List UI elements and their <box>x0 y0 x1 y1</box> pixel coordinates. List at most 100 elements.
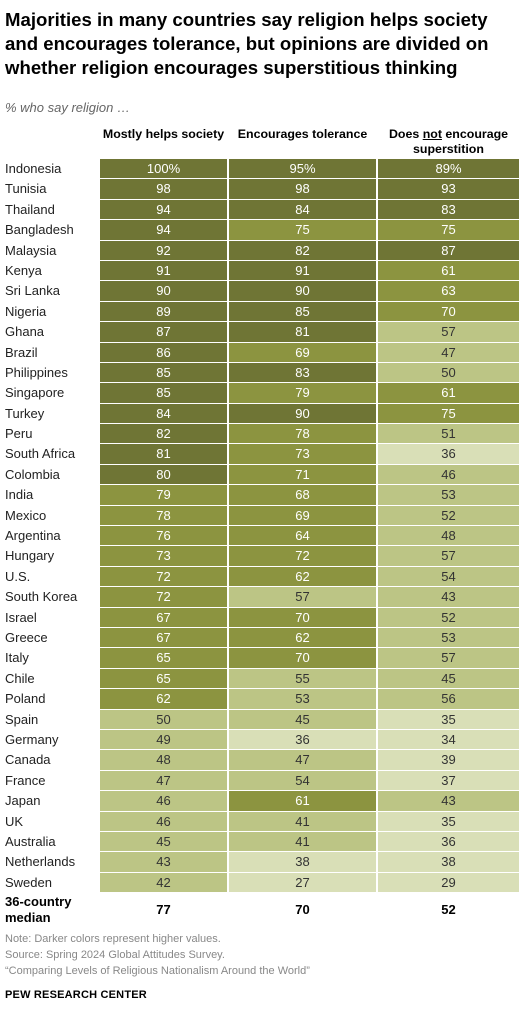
value-cell-helps-society: 47 <box>100 770 227 791</box>
value-cell-helps-society: 50 <box>100 709 227 729</box>
value-cell-helps-society: 67 <box>100 627 227 648</box>
value-cell-superstition: 75 <box>378 403 519 424</box>
value-cell-superstition: 48 <box>378 526 519 546</box>
value-cell-superstition: 52 <box>378 607 519 627</box>
value-cell-helps-society: 73 <box>100 546 227 566</box>
value-cell-superstition: 93 <box>378 179 519 199</box>
table-row: Italy 65 70 57 <box>0 648 526 668</box>
table-row: Sri Lanka 90 90 63 <box>0 281 526 301</box>
table-row: Kenya 91 91 61 <box>0 260 526 281</box>
value-cell-superstition: 61 <box>378 260 519 281</box>
value-cell-superstition: 57 <box>378 648 519 668</box>
value-cell-tolerance: 41 <box>229 811 376 831</box>
source-text: Source: Spring 2024 Global Attitudes Sur… <box>5 949 225 961</box>
value-cell-superstition: 57 <box>378 322 519 342</box>
value-cell-tolerance: 90 <box>229 281 376 301</box>
note-text: Note: Darker colors represent higher val… <box>5 933 221 945</box>
table-row: UK 46 41 35 <box>0 811 526 832</box>
country-label: Germany <box>5 731 59 747</box>
value-cell-superstition: 36 <box>378 444 519 464</box>
country-label: Singapore <box>5 385 65 401</box>
value-cell-superstition: 75 <box>378 220 519 240</box>
value-cell-tolerance: 68 <box>229 485 376 505</box>
country-label: Tunisia <box>5 181 47 197</box>
value-cell-superstition: 51 <box>378 424 519 444</box>
value-cell-helps-society: 98 <box>100 179 227 199</box>
table-row: Australia 45 41 36 <box>0 831 526 852</box>
table-row: U.S. 72 62 54 <box>0 566 526 587</box>
table-row: Mexico 78 69 52 <box>0 505 526 526</box>
value-cell-helps-society: 81 <box>100 444 227 464</box>
value-cell-helps-society: 91 <box>100 260 227 281</box>
value-cell-tolerance: 70 <box>229 607 376 627</box>
value-cell-tolerance: 61 <box>229 791 376 811</box>
value-cell-helps-society: 79 <box>100 485 227 505</box>
value-cell-tolerance: 69 <box>229 505 376 526</box>
chart-title: Majorities in many countries say religio… <box>5 9 489 78</box>
country-label: Poland <box>5 691 46 707</box>
country-label: Canada <box>5 752 51 768</box>
value-cell-tolerance: 55 <box>229 668 376 689</box>
value-cell-helps-society: 42 <box>100 872 227 893</box>
country-label: India <box>5 487 34 503</box>
table-row: Argentina 76 64 48 <box>0 526 526 546</box>
country-label: Hungary <box>5 548 55 564</box>
value-cell-superstition: 43 <box>378 791 519 811</box>
table-row: Nigeria 89 85 70 <box>0 301 526 322</box>
value-cell-tolerance: 27 <box>229 872 376 893</box>
value-cell-superstition: 50 <box>378 362 519 383</box>
value-cell-superstition: 54 <box>378 566 519 587</box>
value-cell-superstition: 36 <box>378 831 519 852</box>
value-cell-tolerance: 62 <box>229 566 376 587</box>
country-label: Spain <box>5 711 39 727</box>
value-cell-helps-society: 72 <box>100 566 227 587</box>
value-cell-helps-society: 67 <box>100 607 227 627</box>
country-label: South Korea <box>5 589 78 605</box>
value-cell-superstition: 57 <box>378 546 519 566</box>
value-cell-superstition: 34 <box>378 729 519 750</box>
table-row: Brazil 86 69 47 <box>0 342 526 363</box>
table-row: Chile 65 55 45 <box>0 668 526 689</box>
value-cell-tolerance: 41 <box>229 831 376 852</box>
value-cell-tolerance: 71 <box>229 464 376 485</box>
value-cell-tolerance: 95% <box>229 159 376 179</box>
country-label: France <box>5 772 46 788</box>
value-cell-tolerance: 83 <box>229 362 376 383</box>
table-row: Netherlands 43 38 38 <box>0 852 526 872</box>
table-row: Thailand 94 84 83 <box>0 199 526 220</box>
value-cell-tolerance: 72 <box>229 546 376 566</box>
value-cell-superstition: 47 <box>378 342 519 362</box>
value-cell-helps-society: 94 <box>100 199 227 220</box>
value-cell-superstition: 87 <box>378 240 519 260</box>
value-cell-superstition: 35 <box>378 811 519 831</box>
country-label: Thailand <box>5 201 55 217</box>
value-cell-superstition: 63 <box>378 281 519 301</box>
table-row: Indonesia 100% 95% 89% <box>0 159 526 179</box>
value-cell-helps-society: 87 <box>100 322 227 342</box>
value-cell-tolerance: 47 <box>229 750 376 770</box>
value-cell-superstition: 89% <box>378 159 519 179</box>
value-cell-tolerance: 57 <box>229 587 376 607</box>
value-cell-helps-society: 80 <box>100 464 227 485</box>
country-label: Indonesia <box>5 161 62 176</box>
value-cell-helps-society: 76 <box>100 526 227 546</box>
country-label: Israel <box>5 609 37 625</box>
country-label: South Africa <box>5 446 76 462</box>
value-cell-superstition: 43 <box>378 587 519 607</box>
value-cell-superstition: 45 <box>378 668 519 689</box>
report-title-text: “Comparing Levels of Religious Nationali… <box>5 965 310 977</box>
table-row: Tunisia 98 98 93 <box>0 179 526 199</box>
value-cell-helps-society: 94 <box>100 220 227 240</box>
value-cell-helps-society: 85 <box>100 383 227 403</box>
value-cell-helps-society: 65 <box>100 668 227 689</box>
table-row: Singapore 85 79 61 <box>0 383 526 403</box>
value-cell-tolerance: 91 <box>229 260 376 281</box>
value-cell-helps-society: 85 <box>100 362 227 383</box>
median-row: 36-country median 77 70 52 <box>0 894 526 930</box>
value-cell-superstition: 38 <box>378 852 519 872</box>
country-label: Sri Lanka <box>5 283 60 299</box>
pew-logo-text: PEW RESEARCH CENTER <box>5 989 147 1001</box>
table-row: Israel 67 70 52 <box>0 607 526 628</box>
table-row: Colombia 80 71 46 <box>0 464 526 485</box>
value-cell-helps-society: 49 <box>100 729 227 750</box>
